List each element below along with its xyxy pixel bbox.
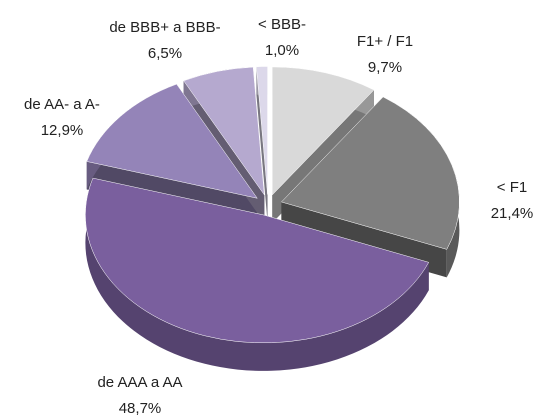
slice bbox=[85, 177, 430, 344]
slice-tops bbox=[85, 66, 460, 344]
value-label: 12,9% bbox=[41, 122, 84, 139]
slice-wall bbox=[256, 66, 268, 223]
slice-label: de BBB+ a BBB- bbox=[109, 19, 220, 36]
value-label: 9,7% bbox=[368, 59, 402, 76]
slice bbox=[183, 66, 265, 196]
slice-label: < F1 bbox=[497, 179, 527, 196]
value-label: 21,4% bbox=[491, 205, 534, 222]
slice bbox=[271, 66, 375, 196]
slice-label: < BBB- bbox=[258, 16, 306, 33]
value-label: 48,7% bbox=[119, 400, 162, 417]
slice-label: F1+ / F1 bbox=[357, 33, 413, 50]
slice-label: de AAA a AA bbox=[97, 374, 182, 391]
value-label: 1,0% bbox=[265, 42, 299, 59]
slice bbox=[86, 83, 258, 199]
slice bbox=[280, 96, 460, 250]
slice-label: de AA- a A- bbox=[24, 96, 100, 113]
value-label: 6,5% bbox=[148, 45, 182, 62]
slice bbox=[256, 66, 268, 195]
